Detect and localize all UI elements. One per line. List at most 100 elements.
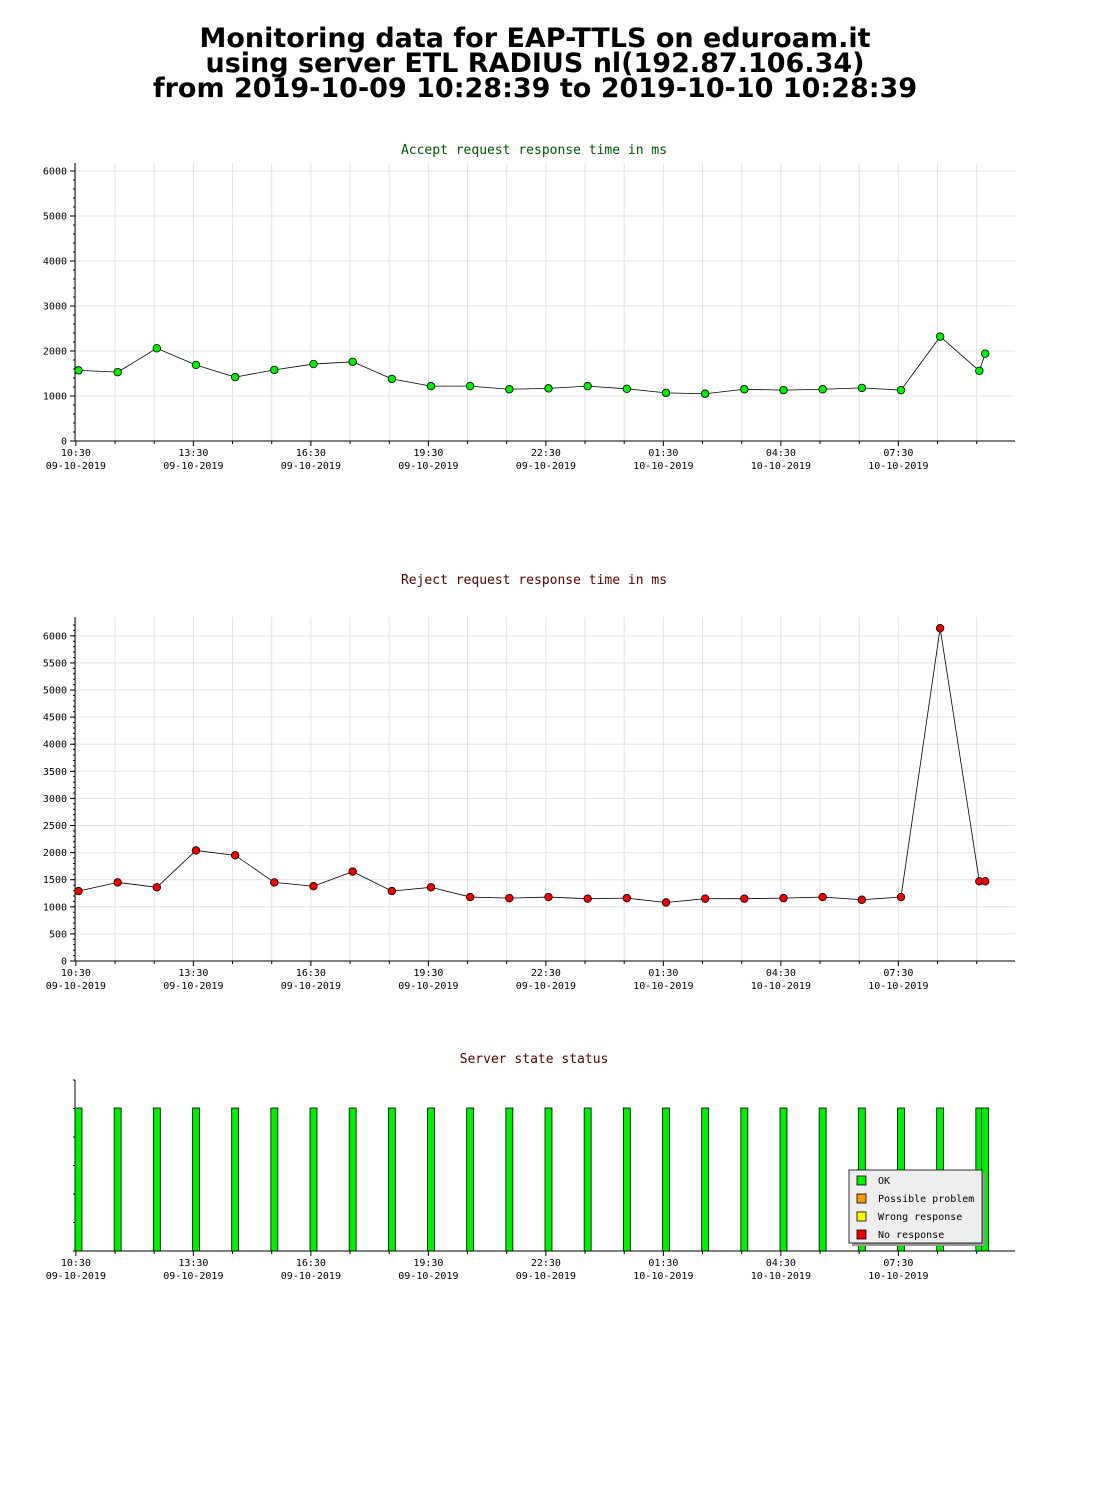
x-tick-label-time: 22:30 xyxy=(531,448,561,459)
reject-y-tick-label: 4500 xyxy=(43,713,67,724)
status-chart-title: Server state status xyxy=(460,1052,609,1067)
x-tick-label-date: 09-10-2019 xyxy=(398,461,458,472)
reject-data-point xyxy=(387,886,397,896)
reject-data-point xyxy=(622,893,632,903)
accept-data-point xyxy=(309,359,318,369)
x-tick-label-time: 13:30 xyxy=(178,1258,208,1269)
x-tick-label-date: 10-10-2019 xyxy=(633,1271,693,1282)
reject-y-tick-label: 1500 xyxy=(43,875,67,886)
reject-y-tick-label: 1000 xyxy=(43,902,67,913)
reject-y-tick-label: 0 xyxy=(61,957,67,968)
reject-y-tick-label: 2000 xyxy=(43,848,67,859)
x-tick-label-time: 01:30 xyxy=(648,448,678,459)
reject-data-point xyxy=(981,877,990,886)
x-tick-label-date: 10-10-2019 xyxy=(751,461,811,472)
accept-y-tick-label: 6000 xyxy=(43,167,67,178)
reject-data-point xyxy=(544,892,553,902)
accept-data-point xyxy=(818,385,827,394)
x-tick-label-time: 19:30 xyxy=(413,448,443,459)
x-tick-label-date: 09-10-2019 xyxy=(281,461,341,472)
accept-y-tick-label: 1000 xyxy=(43,392,67,403)
reject-data-point xyxy=(465,892,475,902)
x-tick-label-date: 09-10-2019 xyxy=(46,1271,106,1282)
accept-y-tick-label: 3000 xyxy=(43,302,67,313)
accept-data-point xyxy=(896,385,906,395)
accept-data-point xyxy=(505,385,514,394)
accept-data-point xyxy=(230,372,240,382)
x-tick-label-time: 13:30 xyxy=(178,968,208,979)
reject-y-tick-label: 4000 xyxy=(43,740,67,751)
reject-data-point xyxy=(818,892,827,902)
reject-y-tick-label: 3000 xyxy=(43,794,67,805)
accept-data-point xyxy=(700,389,710,398)
reject-y-tick-label: 500 xyxy=(49,929,67,940)
accept-data-point xyxy=(981,349,990,358)
reject-data-point xyxy=(152,883,162,892)
accept-data-point xyxy=(583,381,592,391)
status-bar xyxy=(505,1107,514,1252)
accept-data-point xyxy=(270,365,279,375)
status-bar xyxy=(662,1107,670,1252)
page-header: Monitoring data for EAP-TTLS on eduroam.… xyxy=(0,25,1070,104)
status-bar xyxy=(818,1107,827,1252)
accept-data-point xyxy=(622,384,632,393)
status-bar xyxy=(231,1107,240,1252)
accept-data-point xyxy=(935,332,945,341)
x-tick-label-date: 09-10-2019 xyxy=(163,981,223,992)
reject-data-point xyxy=(309,882,318,891)
x-tick-label-date: 10-10-2019 xyxy=(633,981,693,992)
legend-swatch xyxy=(856,1175,867,1186)
reject-y-tick-label: 5000 xyxy=(43,686,67,697)
reject-data-point xyxy=(230,851,240,860)
x-tick-label-time: 10:30 xyxy=(61,1258,91,1269)
legend-label: Wrong response xyxy=(878,1212,962,1223)
x-tick-label-time: 19:30 xyxy=(413,968,443,979)
x-tick-label-time: 04:30 xyxy=(766,448,796,459)
accept-response-chart: Accept request response time in ms 0 1000 2… xyxy=(43,143,1015,472)
reject-data-point xyxy=(426,883,436,892)
accept-y-tick-label: 0 xyxy=(61,437,67,448)
status-bar xyxy=(544,1107,553,1252)
reject-data-point xyxy=(191,846,201,855)
x-tick-label-date: 09-10-2019 xyxy=(516,461,576,472)
x-tick-label-date: 09-10-2019 xyxy=(398,1271,458,1282)
x-tick-label-date: 10-10-2019 xyxy=(868,981,928,992)
x-tick-label-time: 07:30 xyxy=(883,968,913,979)
accept-data-point xyxy=(544,384,553,393)
reject-data-point xyxy=(583,894,592,903)
x-tick-label-date: 09-10-2019 xyxy=(516,981,576,992)
x-tick-label-time: 10:30 xyxy=(61,448,91,459)
x-tick-label-date: 09-10-2019 xyxy=(281,981,341,992)
reject-data-point xyxy=(740,894,749,903)
accept-data-point xyxy=(348,357,357,366)
x-tick-label-time: 16:30 xyxy=(296,1258,326,1269)
reject-y-tick-label: 2500 xyxy=(43,821,67,832)
reject-data-point xyxy=(270,878,279,887)
accept-series-line xyxy=(78,336,986,395)
reject-response-chart: Reject request response time in ms 0 500 10… xyxy=(43,573,1015,992)
x-tick-label-date: 10-10-2019 xyxy=(751,1271,811,1282)
legend-label: No response xyxy=(878,1230,944,1241)
accept-data-point xyxy=(779,385,788,395)
x-tick-label-time: 16:30 xyxy=(296,968,326,979)
reject-y-tick-label: 3500 xyxy=(43,767,67,778)
accept-data-point xyxy=(975,366,984,375)
x-tick-label-time: 04:30 xyxy=(766,968,796,979)
accept-y-tick-label: 4000 xyxy=(43,257,67,268)
reject-data-point xyxy=(700,894,710,903)
status-bar xyxy=(387,1107,396,1252)
status-bar xyxy=(309,1107,318,1252)
status-bar xyxy=(466,1107,475,1252)
header-line-3: from 2019-10-09 10:28:39 to 2019-10-10 1… xyxy=(152,73,918,104)
status-bar xyxy=(779,1107,788,1252)
status-bar xyxy=(583,1107,592,1252)
accept-data-point xyxy=(740,385,749,394)
accept-chart-title: Accept request response time in ms xyxy=(401,143,667,158)
legend-box xyxy=(848,1169,983,1244)
x-tick-label-time: 22:30 xyxy=(531,1258,561,1269)
reject-data-point xyxy=(505,893,514,903)
reject-data-point xyxy=(896,892,906,902)
x-tick-label-time: 01:30 xyxy=(648,1258,678,1269)
reject-data-point xyxy=(779,893,788,903)
accept-data-point xyxy=(191,360,201,370)
